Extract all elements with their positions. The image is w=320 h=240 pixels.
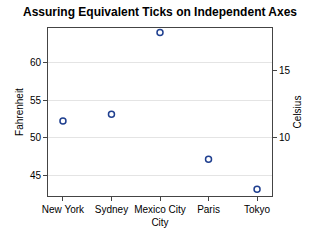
svg-text:New York: New York bbox=[42, 204, 85, 215]
svg-text:45: 45 bbox=[30, 170, 42, 181]
svg-text:10: 10 bbox=[279, 132, 291, 143]
svg-text:Assuring Equivalent Ticks on I: Assuring Equivalent Ticks on Independent… bbox=[23, 5, 297, 19]
svg-text:Celsius: Celsius bbox=[292, 96, 303, 129]
svg-text:Fahrenheit: Fahrenheit bbox=[14, 88, 25, 136]
svg-text:Mexico City: Mexico City bbox=[134, 204, 186, 215]
svg-text:Paris: Paris bbox=[197, 204, 220, 215]
svg-text:55: 55 bbox=[30, 95, 42, 106]
svg-text:15: 15 bbox=[279, 65, 291, 76]
svg-text:City: City bbox=[151, 217, 168, 228]
svg-text:60: 60 bbox=[30, 57, 42, 68]
svg-text:50: 50 bbox=[30, 132, 42, 143]
svg-text:Sydney: Sydney bbox=[95, 204, 128, 215]
svg-text:Tokyo: Tokyo bbox=[244, 204, 271, 215]
